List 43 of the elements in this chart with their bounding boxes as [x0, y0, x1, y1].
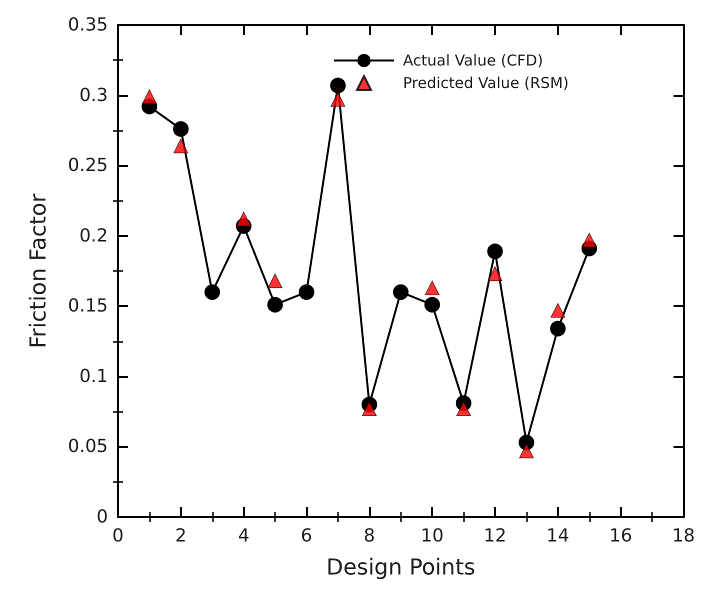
point — [487, 244, 503, 260]
x-tick-label: 12 — [484, 526, 506, 546]
point — [298, 284, 314, 300]
point — [236, 212, 251, 226]
x-tick-label: 0 — [112, 526, 124, 546]
y-tick-label: 0.35 — [68, 14, 108, 36]
point — [174, 138, 188, 154]
y-tick-label: 0.3 — [79, 84, 108, 106]
y-tick-label: 0.1 — [79, 366, 108, 387]
point — [267, 296, 283, 313]
x-tick-label: 2 — [175, 526, 187, 546]
point — [550, 320, 566, 336]
point — [424, 296, 440, 313]
y-tick-label: 0.05 — [68, 436, 108, 458]
y-axis-title: Friction Factor — [26, 192, 52, 348]
x-tick-label: 14 — [546, 526, 570, 546]
legend-label: Predicted Value (RSM) — [403, 74, 569, 92]
x-tick-label: 4 — [238, 526, 250, 546]
point — [330, 78, 346, 94]
point — [582, 232, 597, 248]
x-tick-label: 16 — [609, 526, 632, 546]
point — [519, 444, 534, 458]
point — [173, 121, 189, 137]
x-tick-label: 8 — [364, 526, 376, 546]
point — [456, 401, 471, 416]
y-tick-label: 0.25 — [68, 155, 108, 176]
point — [330, 92, 346, 107]
x-tick-label: 18 — [672, 526, 695, 546]
y-tick-label: 0 — [96, 506, 108, 528]
point — [142, 89, 157, 104]
legend-label: Actual Value (CFD) — [403, 52, 544, 70]
point — [204, 284, 220, 300]
y-tick-label: 0.2 — [79, 225, 108, 246]
x-tick-label: 10 — [420, 526, 444, 546]
point — [268, 274, 282, 288]
x-axis-title: Design Points — [326, 556, 476, 580]
point — [424, 280, 440, 296]
point — [392, 284, 409, 300]
point — [488, 266, 502, 282]
point — [362, 401, 377, 416]
y-tick-label: 0.15 — [68, 296, 108, 317]
x-tick-label: 6 — [300, 526, 312, 546]
point — [550, 303, 566, 318]
